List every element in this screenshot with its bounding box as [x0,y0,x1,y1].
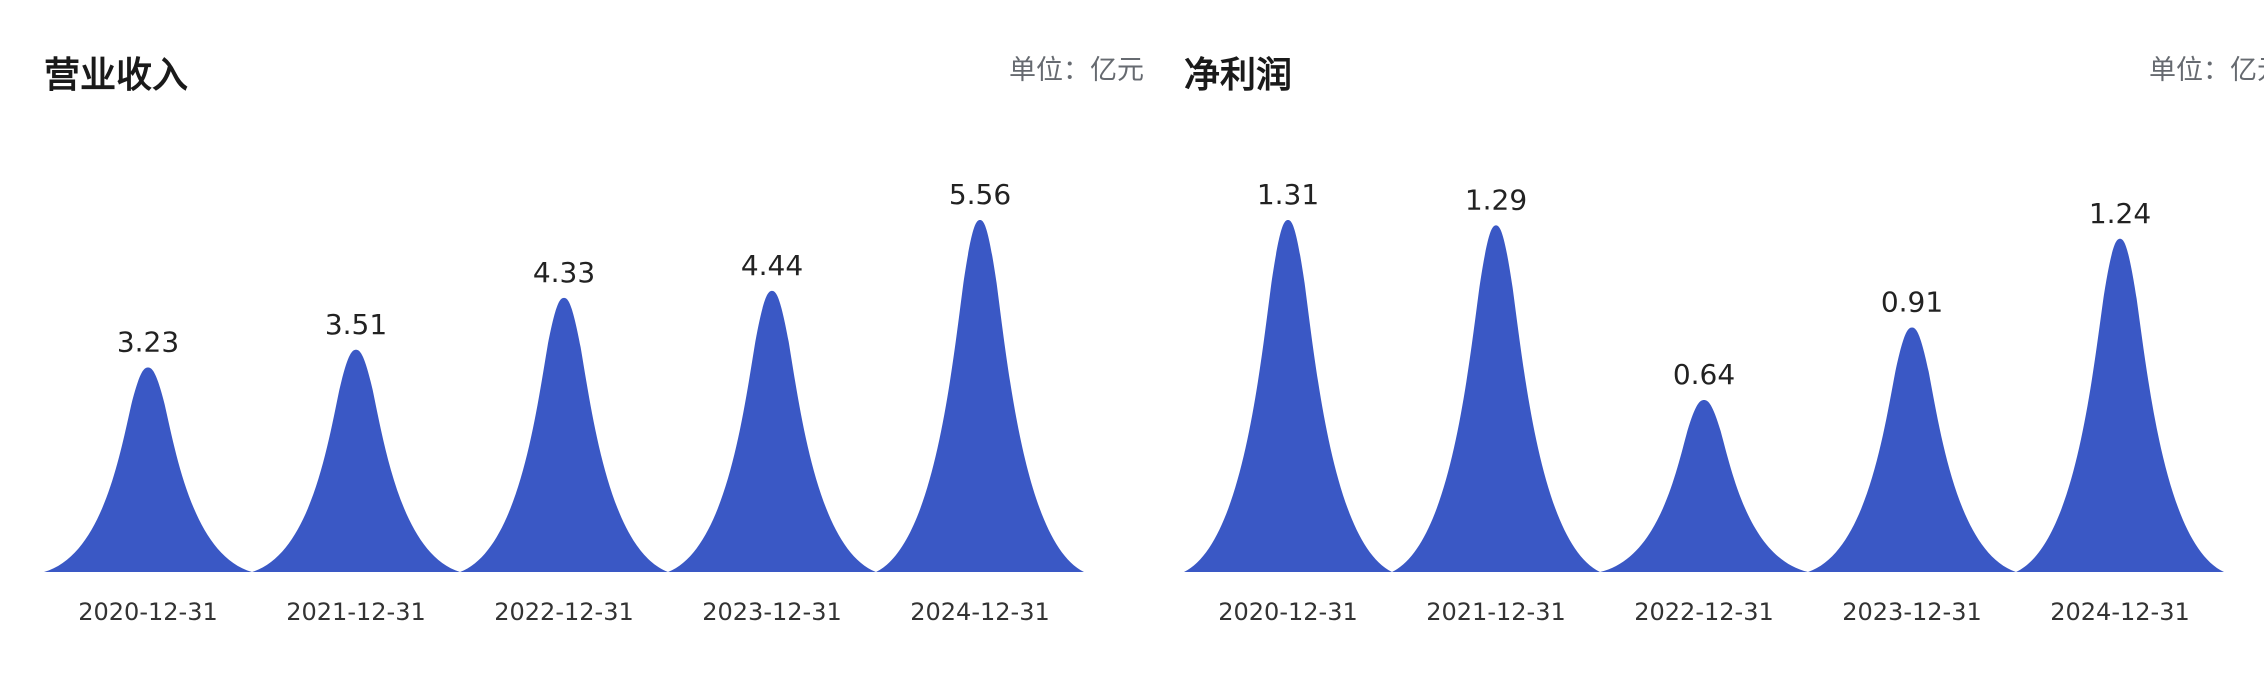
x-tick-label: 2022-12-31 [494,598,633,626]
data-label: 3.23 [117,326,179,359]
x-tick-label: 2024-12-31 [2050,598,2189,626]
bar-2022-12-31 [460,297,668,572]
chart-title: 净利润 [1184,55,1293,96]
bar-2024-12-31 [876,220,1084,572]
bar-2023-12-31 [668,290,876,572]
x-tick-label: 2024-12-31 [910,598,1049,626]
data-label: 0.91 [1881,285,1943,318]
x-tick-label: 2022-12-31 [1634,598,1773,626]
data-label: 4.33 [533,256,595,289]
data-label: 4.44 [741,249,803,282]
bar-2021-12-31 [1392,225,1600,573]
unit-label: 单位：亿元 [2149,55,2264,86]
x-tick-label: 2020-12-31 [78,598,217,626]
bar-2023-12-31 [1808,327,2016,572]
x-tick-label: 2020-12-31 [1218,598,1357,626]
bar-2022-12-31 [1600,400,1808,572]
x-tick-label: 2021-12-31 [286,598,425,626]
net-profit-chart-plot: 1.31 2020-12-31 1.29 2021-12-31 0.64 2022-12-… [1184,178,2224,626]
revenue-chart-panel: 营业收入 单位：亿元 3.23 2020-12-31 3.51 2021-12-31 4… [44,0,1144,692]
data-label: 1.24 [2089,197,2151,230]
data-label: 3.51 [325,308,387,341]
bar-2020-12-31 [1184,220,1392,572]
bar-2024-12-31 [2016,238,2224,573]
data-label: 0.64 [1673,358,1735,391]
data-label: 5.56 [949,178,1011,211]
bar-2021-12-31 [252,349,460,572]
chart-title: 营业收入 [44,55,189,96]
net-profit-chart-panel: 净利润 单位：亿元 1.31 2020-12-31 1.29 2021-12-31 0.… [1184,0,2264,692]
data-label: 1.31 [1257,178,1319,211]
unit-label: 单位：亿元 [1009,55,1144,86]
data-label: 1.29 [1465,183,1527,216]
revenue-chart-plot: 3.23 2020-12-31 3.51 2021-12-31 4.33 2022-12-… [44,178,1084,626]
x-tick-label: 2023-12-31 [702,598,841,626]
bar-2020-12-31 [44,367,252,572]
x-tick-label: 2023-12-31 [1842,598,1981,626]
x-tick-label: 2021-12-31 [1426,598,1565,626]
